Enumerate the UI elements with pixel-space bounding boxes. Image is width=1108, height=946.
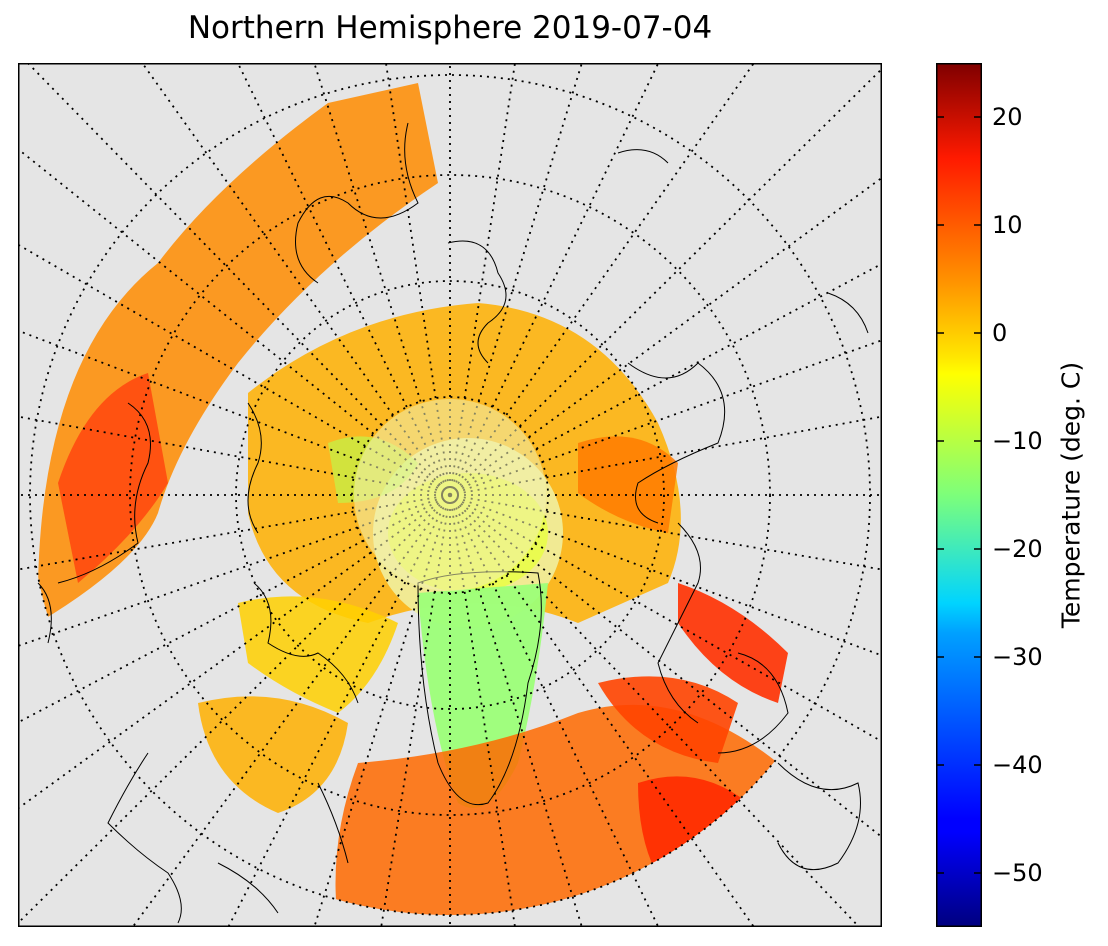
- colorbar: [936, 63, 982, 927]
- colorbar-label: Temperature (deg. C): [1056, 361, 1086, 629]
- coastlines: [37, 122, 869, 924]
- colorbar-tick-label: 0: [992, 319, 1008, 347]
- polar-map-svg: [18, 63, 882, 927]
- colorbar-gradient: [936, 63, 982, 927]
- colorbar-tick-label: −30: [992, 643, 1043, 671]
- colorbar-tick-label: 10: [992, 211, 1023, 239]
- map-title: Northern Hemisphere 2019-07-04: [187, 10, 713, 46]
- colorbar-tick-label: −50: [992, 859, 1043, 887]
- map-frame: [18, 63, 882, 927]
- colorbar-frame: [936, 63, 982, 927]
- pole-region: [354, 399, 546, 591]
- colorbar-tick-label: −10: [992, 427, 1043, 455]
- colorbar-tick-label: −40: [992, 751, 1043, 779]
- colorbar-tick-label: 20: [992, 103, 1023, 131]
- colorbar-svg: [936, 63, 982, 927]
- polar-map: [18, 63, 882, 927]
- colorbar-tick-label: −20: [992, 535, 1043, 563]
